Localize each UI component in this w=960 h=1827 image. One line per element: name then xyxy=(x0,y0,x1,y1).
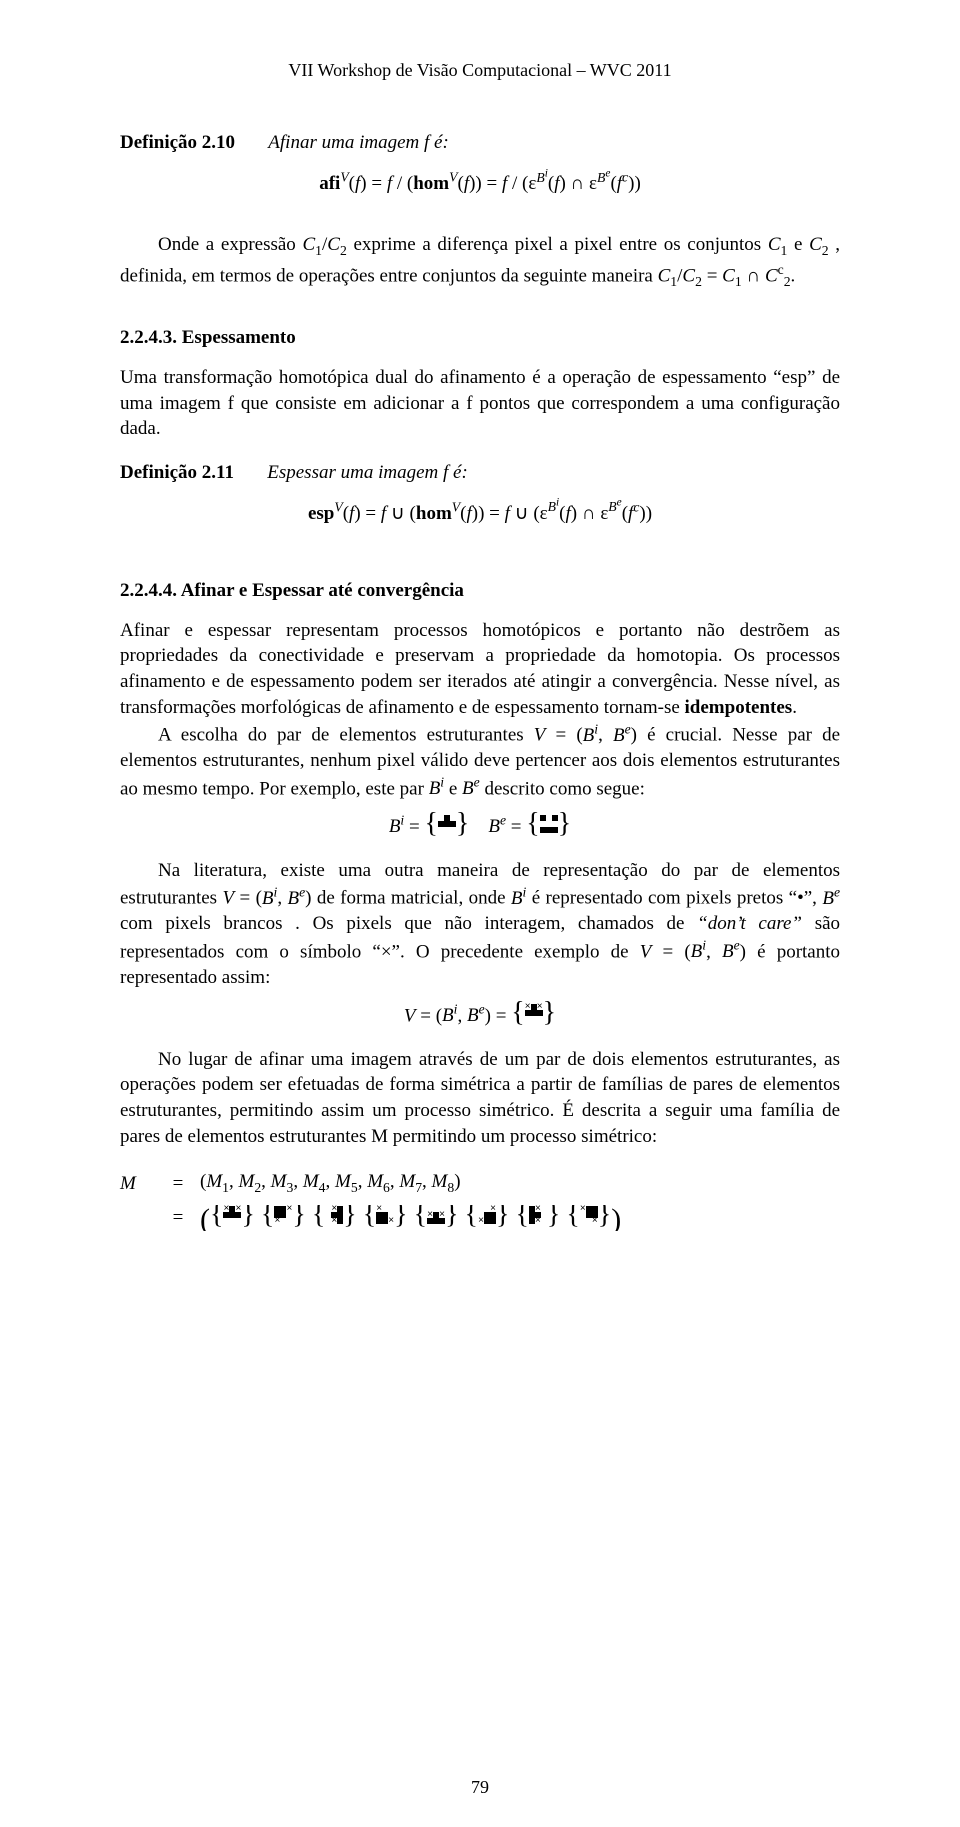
equation-v: V = (Bi, Be) = {××} xyxy=(120,1001,840,1029)
section-title-afinar-espessar: 2.2.4.4. Afinar e Espessar até convergên… xyxy=(120,578,840,604)
definition-2-11: Definição 2.11 Espessar uma imagem f é: xyxy=(120,460,840,486)
se-m8: ×× xyxy=(580,1206,598,1224)
paragraph-idempotentes: Afinar e espessar representam processos … xyxy=(120,618,840,721)
text: de forma matricial, onde xyxy=(317,888,511,909)
text: é representado com pixels pretos “•”, xyxy=(532,888,823,909)
page-number: 79 xyxy=(0,1775,960,1799)
definition-text: Espessar uma imagem f é: xyxy=(267,462,468,483)
equation-m-family: M = (M1, M2, M3, M4, M5, M6, M7, M8) = (… xyxy=(120,1169,840,1231)
page-header: VII Workshop de Visão Computacional – WV… xyxy=(120,58,840,82)
text: com pixels brancos . Os pixels que não i… xyxy=(120,913,697,934)
text: exprime a diferença pixel a pixel entre … xyxy=(353,234,767,255)
paragraph-escolha-par: A escolha do par de elementos estruturan… xyxy=(120,720,840,802)
equation-esp: espV(f) = f ∪ (homV(f)) = f ∪ (εBi(f) ∩ … xyxy=(120,496,840,527)
definition-label: Definição 2.10 xyxy=(120,132,235,153)
se-m7: ×× xyxy=(529,1206,547,1224)
dont-care: “don’t care” xyxy=(697,913,802,934)
text: A escolha do par de elementos estruturan… xyxy=(158,725,534,746)
equation-bi-be: Bi = {} Be = {} xyxy=(120,812,840,840)
paragraph-familias: No lugar de afinar uma imagem através de… xyxy=(120,1047,840,1150)
se-m1: ×× xyxy=(223,1206,241,1224)
text: Uma transformação homotópica dual do afi… xyxy=(120,367,840,439)
se-m3: ×× xyxy=(325,1206,343,1224)
se-m5: ×× xyxy=(427,1206,445,1224)
equation-afi: afiV(f) = f / (homV(f)) = f / (εBi(f) ∩ … xyxy=(120,166,840,197)
text: descrito como segue: xyxy=(484,778,644,799)
definition-text: Afinar uma imagem f é: xyxy=(268,132,448,153)
se-family-list: {××} {××} {××} {××} {××} {××} {××} {××} xyxy=(210,1206,611,1224)
se-m4: ×× xyxy=(376,1206,394,1224)
text: No lugar de afinar uma imagem através de… xyxy=(120,1049,840,1147)
se-m6: ×× xyxy=(478,1206,496,1224)
paragraph-c1c2: Onde a expressão C1/C2 exprime a diferen… xyxy=(120,232,840,291)
se-v: ×× xyxy=(525,1004,543,1022)
text: Onde a expressão xyxy=(158,234,302,255)
paragraph-literatura: Na literatura, existe uma outra maneira … xyxy=(120,858,840,991)
section-title-espessamento: 2.2.4.3. Espessamento xyxy=(120,325,840,351)
definition-2-10: Definição 2.10 Afinar uma imagem f é: xyxy=(120,130,840,156)
bold-idempotentes: idempotentes xyxy=(685,697,793,718)
page: VII Workshop de Visão Computacional – WV… xyxy=(0,0,960,1827)
paragraph-espessamento: Uma transformação homotópica dual do afi… xyxy=(120,365,840,442)
definition-label: Definição 2.11 xyxy=(120,462,234,483)
se-bi xyxy=(438,815,456,833)
se-m2: ×× xyxy=(274,1206,292,1224)
se-be xyxy=(540,815,558,833)
